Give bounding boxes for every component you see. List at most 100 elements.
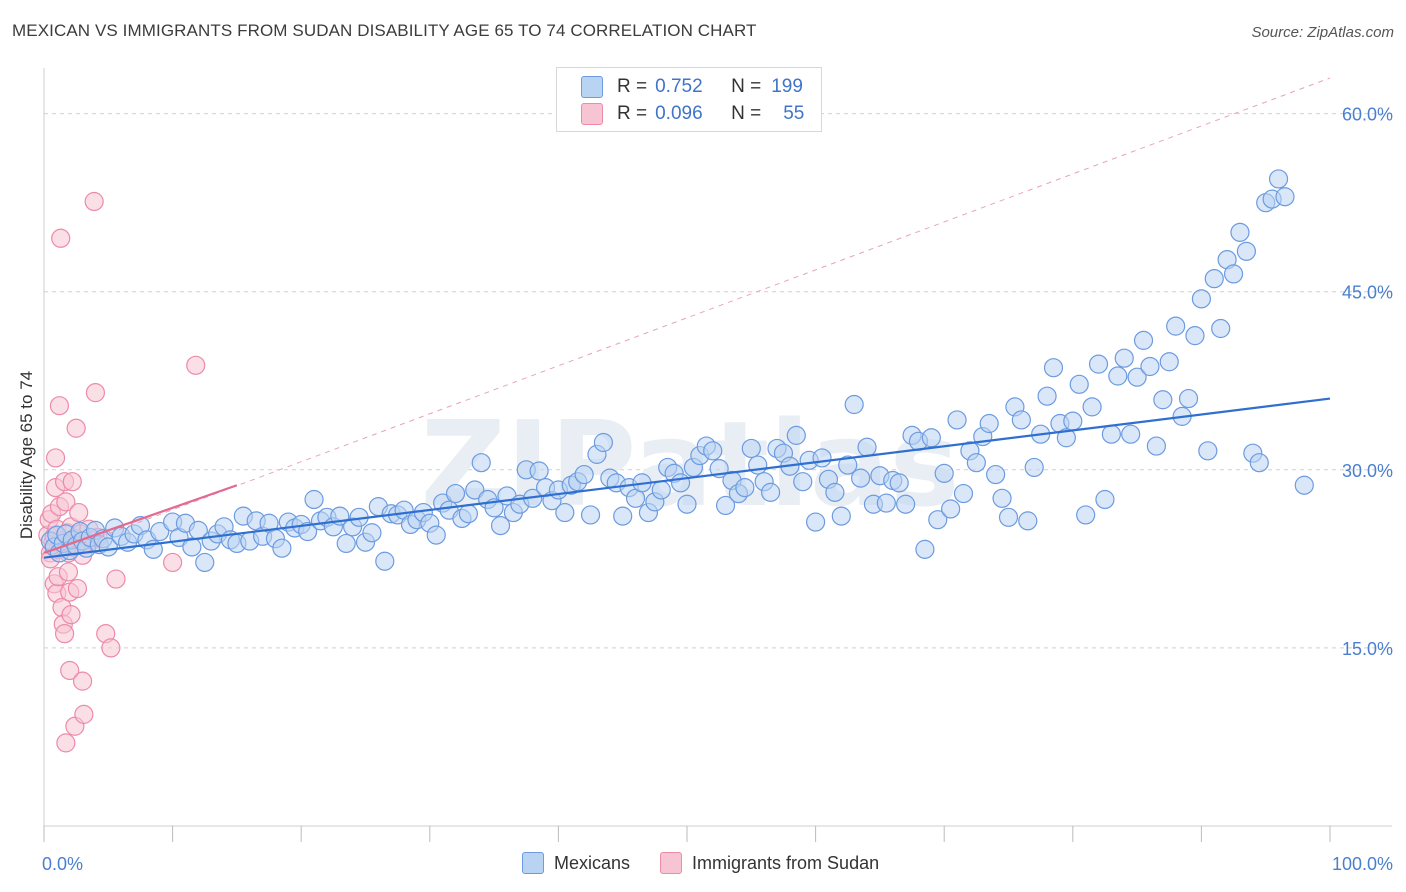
mexicans-point: [458, 504, 478, 524]
mexicans-point: [851, 468, 871, 488]
y-tick-label: 60.0%: [1342, 105, 1393, 125]
mexicans-point: [1069, 374, 1089, 394]
mexicans-point: [1294, 475, 1314, 495]
sudan-point: [72, 671, 93, 691]
mexicans-point: [1037, 386, 1057, 406]
mexicans-trend-line: [43, 397, 1331, 559]
mexicans-point: [1063, 411, 1083, 431]
mexicans-point: [1204, 269, 1224, 289]
sudan-point: [58, 562, 79, 582]
mexicans-point: [362, 523, 382, 543]
mexicans-point: [1140, 356, 1160, 377]
sudan-point: [163, 552, 183, 573]
source-label: Source: ZipAtlas.com: [1251, 24, 1394, 41]
x-tick-label: 0.0%: [42, 854, 83, 874]
mexicans-point: [1178, 388, 1199, 409]
mexicans-point: [1114, 348, 1134, 368]
mexicans-point: [1211, 318, 1231, 339]
sudan-point: [62, 472, 82, 492]
mexicans-point: [182, 537, 202, 557]
mexicans-point: [1159, 352, 1179, 372]
sudan-point: [66, 418, 86, 438]
mexicans-point: [1011, 410, 1031, 430]
mexicans-point: [947, 410, 967, 430]
mexicans-point: [1223, 264, 1244, 284]
mexicans-point: [1082, 397, 1102, 417]
mexicans-point: [1166, 316, 1186, 336]
grid-layer: [44, 113, 1392, 649]
mexicans-point: [1121, 424, 1141, 444]
sudan-points-group: [38, 191, 206, 753]
chart-title: MEXICAN VS IMMIGRANTS FROM SUDAN DISABIL…: [12, 21, 757, 40]
y-axis-label: Disability Age 65 to 74: [17, 371, 36, 539]
sudan-point: [56, 492, 76, 512]
sudan-point: [61, 605, 81, 625]
mexicans-point: [593, 432, 614, 453]
bottom-legend-swatch-blue: [522, 852, 544, 874]
bottom-legend-item-sudan: Immigrants from Sudan: [660, 852, 879, 874]
legend-box: R = 0.752 N = 199 R = 0.096 N = 55: [556, 67, 822, 132]
mexicans-point: [1108, 366, 1128, 386]
mexicans-point: [896, 494, 916, 514]
bottom-legend-swatch-pink: [660, 852, 683, 874]
tick-labels-layer: 15.0% 30.0% 45.0% 60.0% 0.0% 100.0% Disability…: [17, 105, 1393, 874]
sudan-point: [186, 355, 206, 375]
mexicans-point: [490, 516, 511, 536]
mexicans-point: [336, 533, 356, 554]
sudan-point: [54, 624, 75, 644]
mexicans-point: [426, 525, 446, 545]
mexicans-point: [445, 483, 466, 504]
legend-n-value: 55: [783, 103, 805, 124]
mexicans-point: [735, 478, 755, 498]
mexicans-point: [921, 428, 941, 448]
mexicans-point: [966, 453, 986, 473]
reference-line: [43, 77, 1331, 559]
mexicans-point: [915, 539, 935, 559]
mexicans-point: [1191, 289, 1212, 309]
mexicans-point: [1236, 241, 1257, 261]
mexicans-point: [1076, 505, 1096, 525]
mexicans-point: [574, 464, 594, 485]
bottom-legend-label: Mexicans: [554, 852, 631, 873]
trend-lines-layer: [43, 77, 1331, 559]
mexicans-point: [677, 494, 697, 514]
mexicans-point: [941, 499, 961, 519]
mexicans-point: [786, 425, 806, 445]
legend-r-label: R =: [617, 76, 648, 97]
mexicans-point: [1095, 489, 1115, 510]
y-tick-label: 15.0%: [1342, 639, 1393, 659]
axes-layer: [43, 68, 1392, 842]
mexicans-point: [195, 552, 215, 573]
mexicans-point: [1146, 436, 1166, 456]
mexicans-point: [793, 472, 813, 492]
legend-n-label: N =: [731, 76, 762, 97]
mexicans-point: [1024, 457, 1044, 478]
mexicans-point: [1101, 424, 1121, 444]
mexicans-point: [831, 506, 851, 526]
sudan-point: [60, 660, 80, 681]
mexicans-point: [670, 473, 691, 493]
bottom-legend: Mexicans Immigrants from Sudan: [522, 852, 909, 874]
mexicans-point: [1153, 390, 1173, 410]
mexicans-point: [375, 551, 395, 571]
mexicans-point: [986, 464, 1006, 485]
sudan-point: [69, 502, 89, 523]
mexicans-point: [741, 438, 761, 459]
bottom-legend-item-mexicans: Mexicans: [522, 852, 630, 874]
mexicans-point: [465, 480, 485, 500]
mexicans-point: [150, 521, 170, 542]
mexicans-point: [529, 461, 549, 481]
mexicans-point: [1268, 169, 1289, 189]
mexicans-point: [1043, 358, 1064, 378]
bottom-legend-label: Immigrants from Sudan: [692, 852, 880, 873]
y-tick-label: 30.0%: [1342, 461, 1393, 481]
mexicans-point: [651, 480, 671, 500]
mexicans-point: [98, 537, 118, 557]
mexicans-point: [998, 507, 1019, 527]
mexicans-point: [876, 493, 896, 513]
sudan-point: [106, 569, 126, 589]
mexicans-point: [838, 455, 858, 475]
mexicans-point: [580, 505, 601, 525]
sudan-trend-line: [43, 484, 238, 554]
